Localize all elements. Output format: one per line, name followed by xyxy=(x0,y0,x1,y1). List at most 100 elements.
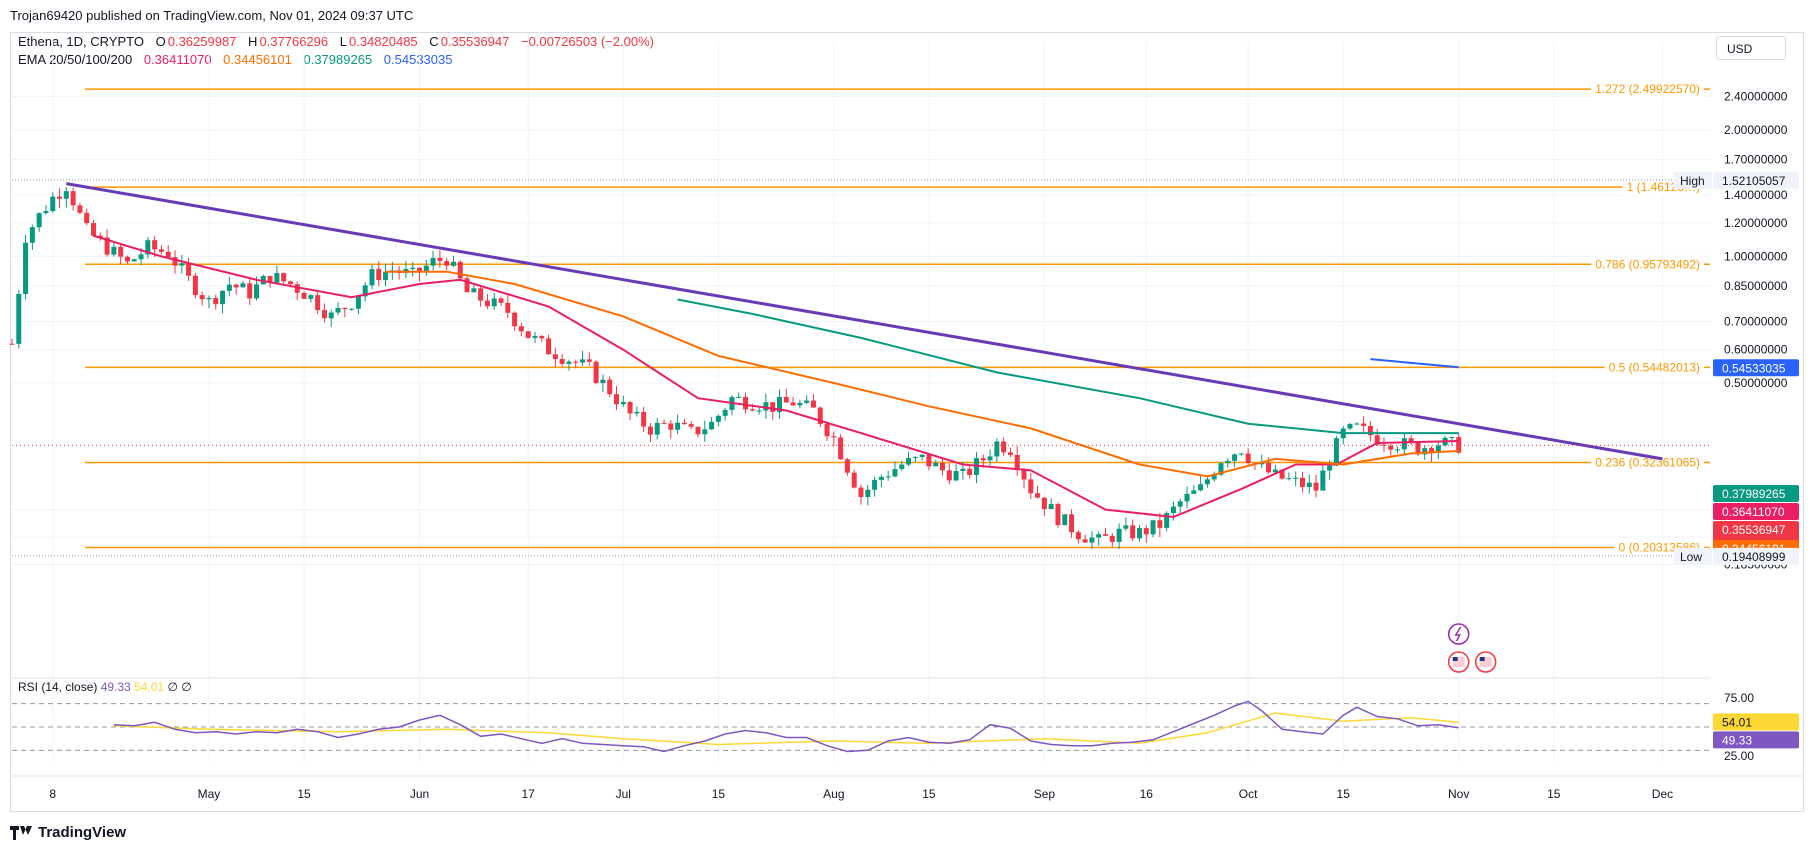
candle-body xyxy=(831,436,837,438)
ema200-value: 0.54533035 xyxy=(383,52,453,67)
candle-body xyxy=(695,426,701,435)
candle-body xyxy=(349,308,355,310)
ema-legend: EMA 20/50/100/200 0.36411070 0.34456101 … xyxy=(18,52,454,67)
candle-body xyxy=(247,283,253,299)
candle-body xyxy=(675,422,681,430)
candle-body xyxy=(1245,453,1251,464)
low-side-label: Low xyxy=(1680,550,1702,564)
candle-body xyxy=(1089,537,1095,543)
rsi-ma-line xyxy=(113,712,1459,746)
candle-body xyxy=(654,422,660,435)
brand[interactable]: TradingView xyxy=(10,824,126,841)
price-tag-value: 0.36411070 xyxy=(1722,505,1785,519)
candle-body xyxy=(940,462,946,471)
candle-body xyxy=(1422,448,1428,455)
candle-body xyxy=(559,359,565,364)
candle-body xyxy=(29,227,35,243)
high-side-label-bg xyxy=(1674,171,1712,189)
x-tick-label: Nov xyxy=(1448,787,1469,801)
candle-body xyxy=(1429,448,1435,454)
candle-body xyxy=(376,269,382,281)
candle-body xyxy=(1388,445,1394,450)
candle-body xyxy=(1266,462,1272,473)
candle-body xyxy=(817,407,823,424)
currency-selector[interactable]: USD xyxy=(1716,36,1786,60)
candle-body xyxy=(1232,454,1238,461)
candle-body xyxy=(749,409,755,411)
candle-body xyxy=(1456,437,1462,453)
candle-body xyxy=(872,479,878,490)
published-note: Trojan69420 published on TradingView.com… xyxy=(10,8,414,23)
candle-body xyxy=(593,361,599,384)
candle-body xyxy=(1381,444,1387,446)
candles xyxy=(9,187,1462,550)
candle-body xyxy=(1259,462,1265,465)
candle-body xyxy=(532,336,538,338)
candle-body xyxy=(647,426,653,435)
candle-body xyxy=(1164,513,1170,528)
rsi-legend-zero: ∅ ∅ xyxy=(167,680,191,694)
candle-body xyxy=(600,379,606,384)
candle-body xyxy=(1136,528,1142,539)
candle-body xyxy=(1116,528,1122,542)
candle-body xyxy=(668,423,674,430)
candle-body xyxy=(50,196,56,212)
price-legend: Ethena, 1D, CRYPTO O 0.36259987 H 0.377662… xyxy=(18,34,656,49)
candle-body xyxy=(383,271,389,281)
candle-body xyxy=(70,191,76,206)
candle-body xyxy=(1184,493,1190,502)
candle-body xyxy=(1204,479,1210,485)
fib-levels: 1.272 (2.49922570)1 (1.46123…)0.786 (0.9… xyxy=(85,81,1710,556)
candle-body xyxy=(505,302,511,313)
candle-body xyxy=(9,343,15,345)
candle-body xyxy=(1069,514,1075,533)
candle-body xyxy=(783,397,789,403)
x-tick-label: 15 xyxy=(1547,787,1561,801)
candle-body xyxy=(1075,532,1081,540)
y-tick-label: 2.40000000 xyxy=(1724,90,1788,104)
x-tick-label: Aug xyxy=(823,787,844,801)
x-tick-label: 8 xyxy=(49,787,56,801)
candle-body xyxy=(1279,469,1285,479)
candle-body xyxy=(770,402,776,412)
candle-body xyxy=(206,297,212,300)
x-tick-label: 16 xyxy=(1140,787,1154,801)
candle-body xyxy=(1041,497,1047,510)
candle-body xyxy=(118,246,124,257)
x-tick-label: Sep xyxy=(1034,787,1056,801)
candle-body xyxy=(315,295,321,311)
fib-label-bg xyxy=(1604,359,1705,376)
ema50-value: 0.34456101 xyxy=(223,52,292,67)
candle-body xyxy=(138,254,144,260)
price-tag-ema100 xyxy=(1713,485,1799,502)
candle-body xyxy=(1109,535,1115,542)
y-tick-label: 0.70000000 xyxy=(1724,315,1788,329)
candle-body xyxy=(776,397,782,412)
candle-body xyxy=(1299,477,1305,488)
candle-body xyxy=(484,300,490,307)
candle-body xyxy=(362,285,368,297)
candle-body xyxy=(641,411,647,427)
candle-body xyxy=(987,456,993,461)
candle-body xyxy=(851,472,857,488)
candle-body xyxy=(899,464,905,470)
fib-label: 0.236 (0.32361065) xyxy=(1595,455,1700,469)
candle-body xyxy=(552,354,558,360)
candle-body xyxy=(437,257,443,262)
candle-body xyxy=(1313,482,1319,491)
candle-body xyxy=(274,273,280,283)
candle-body xyxy=(1367,425,1373,436)
candle-body xyxy=(946,470,952,481)
candle-body xyxy=(430,257,436,266)
change-value: −0.00726503 (−2.00%) xyxy=(521,34,654,49)
candle-body xyxy=(967,468,973,475)
candle-body xyxy=(709,421,715,430)
candle-body xyxy=(607,379,613,395)
candle-body xyxy=(220,290,226,305)
candle-body xyxy=(613,394,619,405)
candle-body xyxy=(1177,501,1183,507)
y-tick-label: 0.50000000 xyxy=(1724,376,1788,390)
y-tick-label: 0.85000000 xyxy=(1724,279,1788,293)
x-tick-label: Dec xyxy=(1652,787,1673,801)
